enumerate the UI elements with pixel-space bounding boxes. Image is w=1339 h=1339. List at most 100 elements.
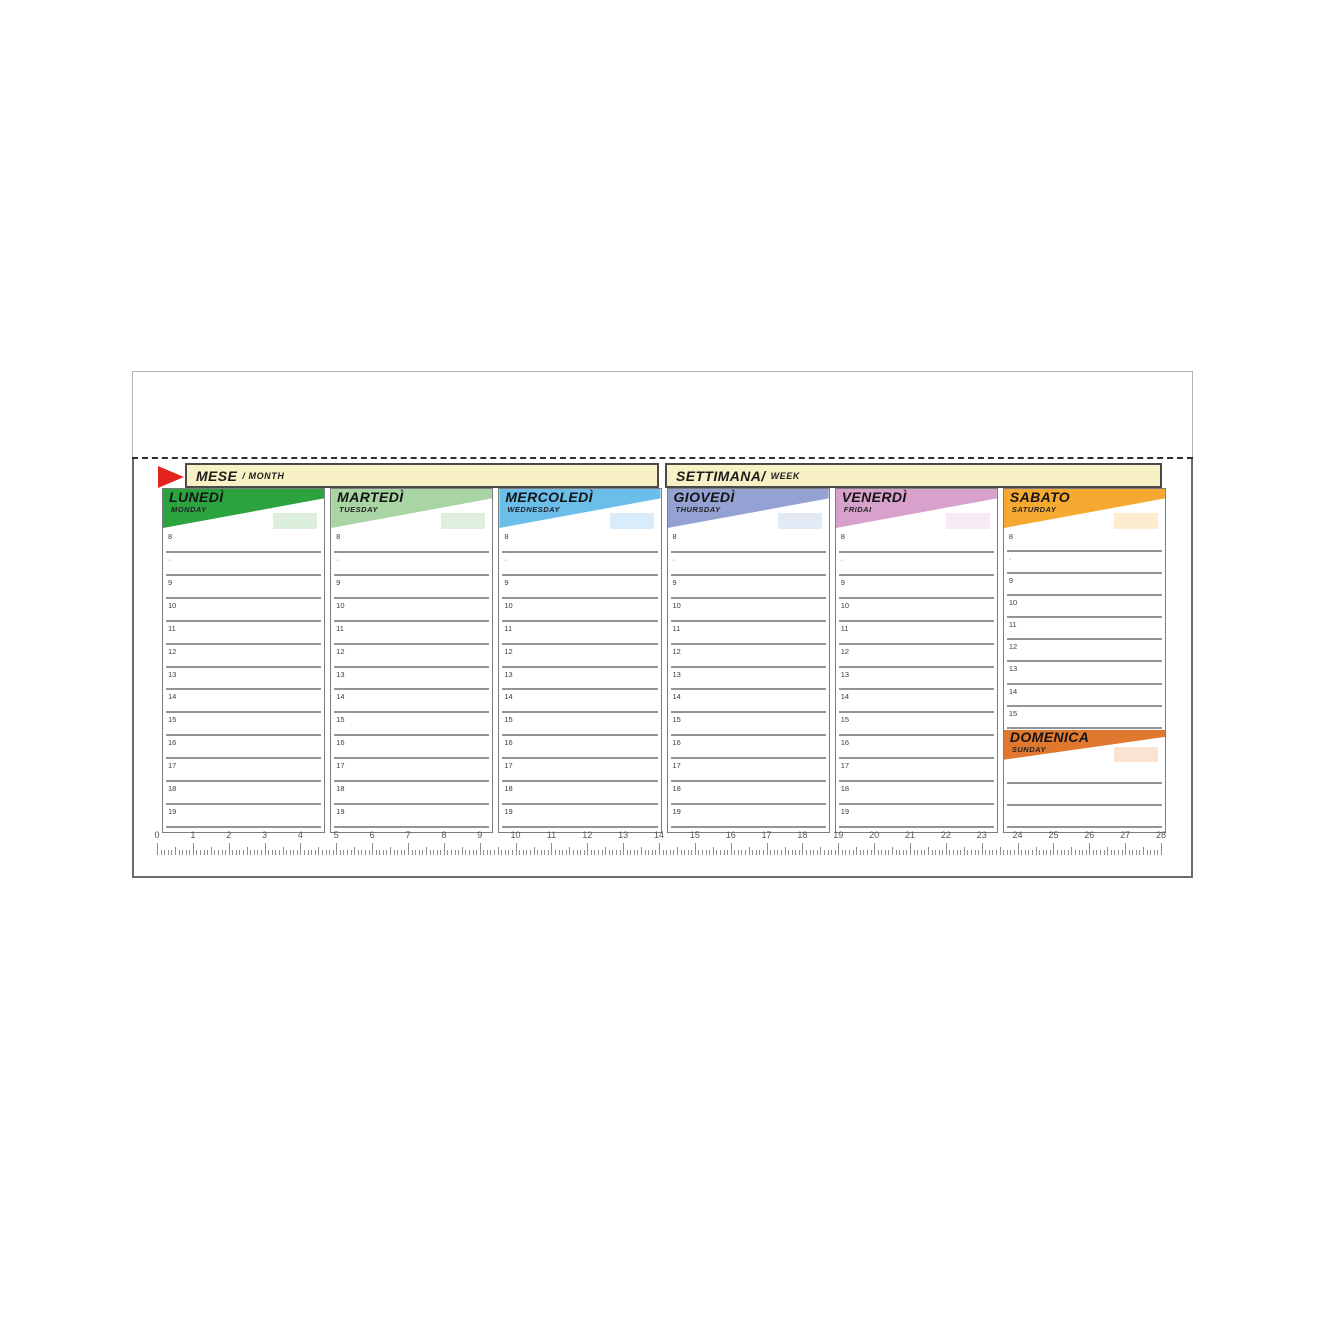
ruler-tick <box>856 847 858 855</box>
day-english-label: TUESDAY <box>339 505 378 514</box>
hour-label: 13 <box>504 669 513 679</box>
writing-line <box>166 711 322 714</box>
hour-label: 17 <box>168 761 177 771</box>
ruler-tick <box>1096 850 1098 855</box>
writing-line <box>502 711 658 714</box>
ruler-tick <box>676 847 678 855</box>
hour-label: 17 <box>672 761 681 771</box>
hour-label: 11 <box>672 623 681 633</box>
writing-line <box>670 642 826 645</box>
hour-label: 11 <box>840 623 849 633</box>
ruler-tick <box>1003 850 1005 855</box>
hour-label: 8 <box>840 532 845 541</box>
hour-label: 11 <box>336 623 344 633</box>
writing-line <box>334 803 490 806</box>
hour-label: 9 <box>672 577 677 587</box>
ruler-tick <box>562 850 564 855</box>
ruler-tick <box>773 850 775 855</box>
hour-label: 13 <box>672 669 681 679</box>
ruler-tick <box>827 850 829 855</box>
ruler-tick <box>759 850 761 855</box>
ruler-tick <box>404 850 406 855</box>
hour-label: 18 <box>168 784 177 794</box>
ruler-tick <box>185 850 187 855</box>
ruler-number: 18 <box>797 830 808 840</box>
ruler-tick <box>451 850 453 855</box>
ruler-tick <box>737 850 739 855</box>
month-label: MESE <box>196 467 238 484</box>
ruler-number: 16 <box>725 830 736 840</box>
hour-row: 13 <box>163 669 324 692</box>
hour-label: 19 <box>504 807 513 817</box>
ruler-tick <box>863 850 865 855</box>
pad-top-strip <box>132 371 1193 458</box>
ruler-tick <box>508 850 510 855</box>
ruler-tick <box>260 850 262 855</box>
ruler-tick <box>289 850 291 855</box>
writing-line <box>1006 803 1163 806</box>
ruler-tick <box>343 850 345 855</box>
ruler-tick <box>996 850 998 855</box>
ruler-tick <box>357 850 359 855</box>
ruler-tick <box>816 850 818 855</box>
hour-row: 17 <box>499 760 660 783</box>
writing-line <box>334 780 490 783</box>
ruler-tick <box>468 850 470 855</box>
ruler-tick <box>605 847 607 855</box>
hour-label: 16 <box>840 738 850 748</box>
ruler-tick <box>1135 850 1137 855</box>
ruler-tick <box>436 850 438 855</box>
writing-line <box>1006 616 1163 619</box>
hour-label: 17 <box>504 761 513 771</box>
hour-row: 17 <box>836 760 997 783</box>
writing-line <box>670 825 826 828</box>
ruler-tick <box>307 850 309 855</box>
ruler-tick <box>461 847 463 855</box>
ruler-number: 8 <box>441 830 447 840</box>
writing-line <box>838 573 994 576</box>
hour-label: 8 <box>336 532 341 541</box>
ruler-number: 23 <box>976 830 987 840</box>
writing-line <box>1006 550 1163 553</box>
ruler-tick <box>271 850 273 855</box>
hour-label: 8 <box>672 532 677 541</box>
ruler-tick <box>1132 850 1134 855</box>
ruler-tick <box>1153 850 1155 855</box>
ruler-tick <box>1031 850 1033 855</box>
ruler-tick <box>1103 850 1105 855</box>
ruler-tick <box>1071 847 1073 855</box>
blank-row <box>1004 785 1165 807</box>
hour-label: 12 <box>1008 642 1018 652</box>
hour-row: 14 <box>1004 686 1165 708</box>
hour-label: 18 <box>840 784 850 794</box>
writing-line <box>1006 660 1163 663</box>
day-name-label: LUNEDÌ <box>169 489 224 505</box>
ruler-tick <box>408 843 409 855</box>
ruler-tick <box>221 850 223 855</box>
ruler-number: 6 <box>369 830 375 840</box>
ruler-tick <box>798 850 800 855</box>
hour-label: 10 <box>168 600 177 610</box>
ruler-tick <box>228 843 230 855</box>
ruler-tick <box>443 843 445 855</box>
ruler-tick <box>838 843 840 855</box>
hour-row: 14 <box>163 691 324 714</box>
hour-label: 14 <box>840 692 850 702</box>
ruler-tick <box>576 850 578 855</box>
writing-line <box>670 803 826 806</box>
ruler-tick <box>1060 850 1062 855</box>
writing-line <box>502 780 658 783</box>
hour-label: 19 <box>840 807 850 817</box>
ruler-tick <box>497 847 499 855</box>
day-name-label: VENERDÌ <box>841 489 907 505</box>
week-field: SETTIMANA/ WEEK <box>665 463 1162 488</box>
ruler-tick <box>1146 850 1148 855</box>
ruler-tick <box>673 850 675 855</box>
ruler-tick <box>565 850 567 855</box>
hour-label: 12 <box>168 646 177 656</box>
ruler-tick <box>239 850 241 855</box>
day-header-sabato: SABATO SATURDAY <box>1003 489 1166 531</box>
hour-label: 17 <box>336 761 345 771</box>
ruler-tick <box>859 850 861 855</box>
ruler-tick <box>755 850 757 855</box>
